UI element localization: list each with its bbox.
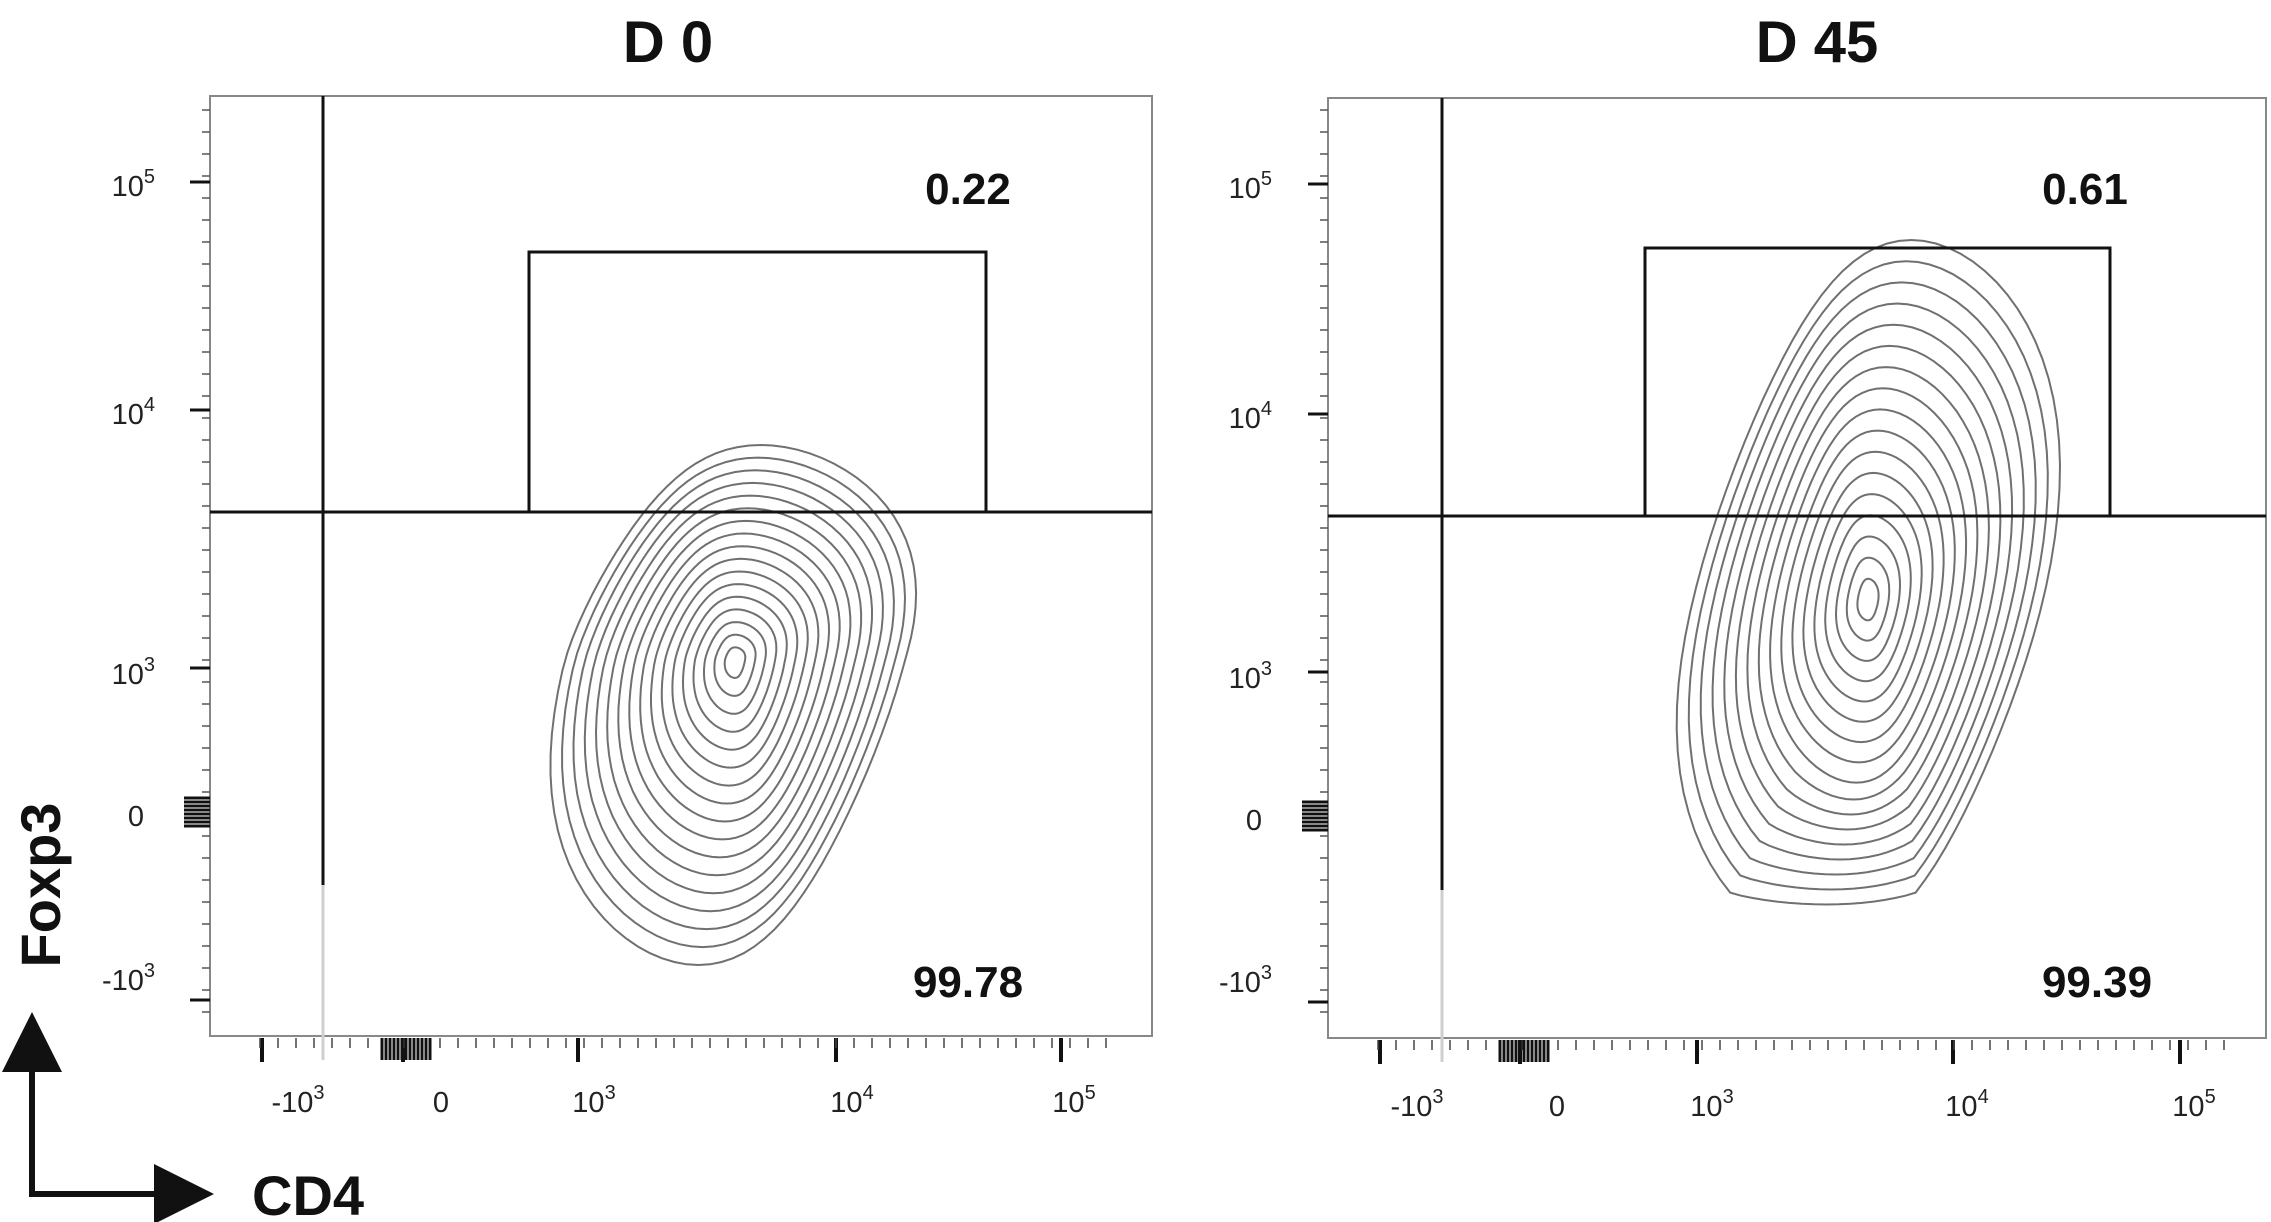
contour-line <box>1699 281 2037 876</box>
x-axis-title: CD4 <box>252 1164 364 1222</box>
x-tick-label: -103 <box>271 1082 324 1119</box>
contour-line <box>713 633 757 697</box>
x-tick-label: 104 <box>1945 1086 1988 1123</box>
tick-marks <box>1302 109 2225 1064</box>
contour-line <box>703 621 767 715</box>
contour-lines <box>549 443 918 967</box>
y-axis-title: Foxp3 <box>9 803 72 968</box>
gate-value-lower: 99.39 <box>2042 958 2152 1007</box>
y-tick-label: 104 <box>1229 398 1272 435</box>
y-tick-label: 0 <box>128 801 144 833</box>
contour-line <box>583 481 884 913</box>
contour-line <box>1734 344 2002 831</box>
contour-line <box>1813 493 1923 703</box>
x-tick-label: -103 <box>1390 1086 1443 1123</box>
x-tick-label: 105 <box>2172 1086 2215 1123</box>
y-tick-label: 104 <box>112 394 155 431</box>
contour-line <box>1856 577 1880 622</box>
contour-line <box>660 570 809 787</box>
gate-box <box>1643 246 2112 518</box>
contour-line <box>1711 302 2025 861</box>
contour-line <box>1791 450 1945 744</box>
contour-line <box>594 494 874 895</box>
gate-value-upper: 0.22 <box>925 165 1011 214</box>
y-tick-label: 103 <box>112 654 155 691</box>
contour-line <box>1757 387 1979 801</box>
contour-line <box>628 532 841 841</box>
contour-line <box>561 456 907 949</box>
x-tick-label: 104 <box>830 1082 873 1119</box>
y-tick-label: 105 <box>112 166 155 203</box>
x-tick-label: 0 <box>433 1087 449 1119</box>
y-tick-label: -103 <box>1219 962 1272 999</box>
contour-line <box>1845 556 1891 642</box>
panel-title: D 45 <box>1756 10 1879 75</box>
plot-frame <box>1327 97 2267 1039</box>
x-tick-label: 0 <box>1549 1091 1565 1123</box>
contour-line <box>617 519 852 859</box>
y-tick-label: 103 <box>1229 658 1272 695</box>
contour-line <box>1834 535 1902 662</box>
x-tick-label: 105 <box>1052 1082 1095 1119</box>
contour-line <box>723 646 747 679</box>
contour-line <box>1675 238 2062 906</box>
y-tick-label: 105 <box>1229 168 1272 205</box>
gate-value-lower: 99.78 <box>913 958 1023 1007</box>
contour-line <box>639 545 831 823</box>
contour-line <box>692 608 778 733</box>
contour-line <box>549 443 918 967</box>
contour-line <box>681 595 788 751</box>
gate-box <box>527 250 988 514</box>
contour-line <box>650 557 820 805</box>
contour-line <box>1802 471 1934 723</box>
y-tick-label: 0 <box>1246 805 1262 837</box>
contour-line <box>1746 366 1990 816</box>
contour-line <box>572 469 895 931</box>
axis-legend: Foxp3 CD4 <box>1 803 364 1222</box>
x-tick-label: 103 <box>572 1082 615 1119</box>
contour-line <box>1687 260 2049 891</box>
tick-marks <box>184 109 1107 1062</box>
panel-d0: D 0 0.22 99.78 105 104 103 0 -103 -103 0… <box>102 10 1153 1119</box>
contour-line <box>671 583 799 769</box>
gate-value-upper: 0.61 <box>2042 165 2128 214</box>
x-tick-label: 103 <box>1690 1086 1733 1123</box>
plot-frame <box>209 95 1153 1037</box>
contour-line <box>1769 408 1968 784</box>
panel-title: D 0 <box>623 10 713 75</box>
y-tick-label: -103 <box>102 960 155 997</box>
contour-line <box>1824 514 1912 683</box>
contour-line <box>1723 323 2014 846</box>
contour-line <box>606 507 863 877</box>
panel-d45: D 45 0.61 99.39 105 104 103 0 -103 -103 … <box>1219 10 2267 1123</box>
